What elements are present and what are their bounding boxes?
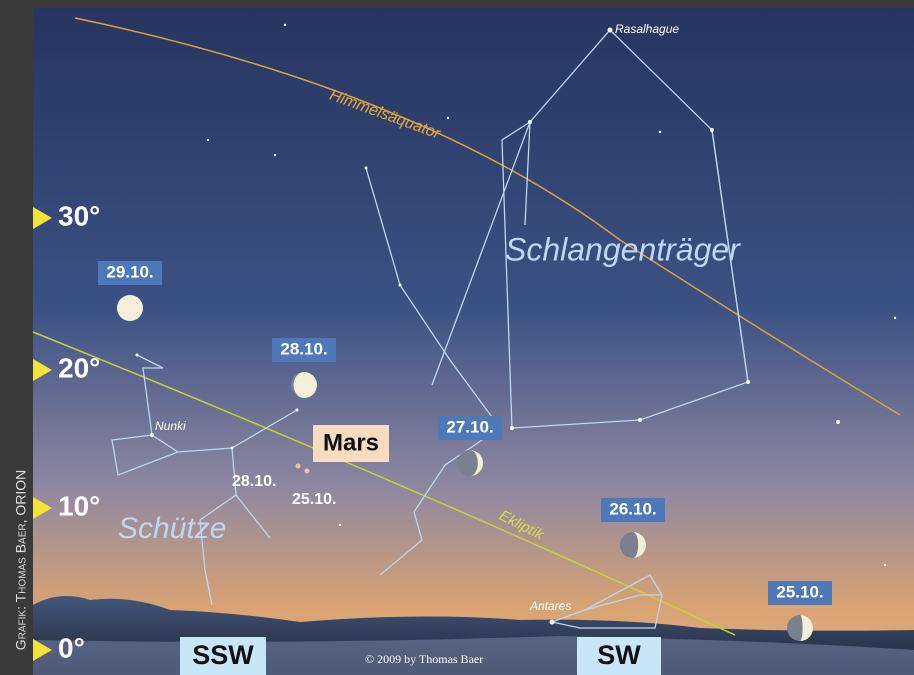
- star: [365, 167, 368, 170]
- altitude-label: 10°: [58, 490, 100, 521]
- star: [550, 620, 555, 625]
- constellation-label: Schlangenträger: [505, 231, 741, 267]
- star: [510, 426, 514, 430]
- star: [339, 524, 341, 526]
- star: [136, 354, 139, 357]
- star: [638, 418, 642, 422]
- moon-date: 26.10.: [609, 499, 656, 518]
- star: [150, 433, 154, 437]
- star-label: Rasalhague: [615, 22, 679, 36]
- star: [659, 131, 661, 133]
- direction-label: SSW: [192, 640, 254, 670]
- mars-date: 25.10.: [292, 491, 336, 508]
- star: [296, 409, 299, 412]
- direction-label: SW: [597, 640, 641, 670]
- star: [231, 447, 234, 450]
- altitude-label: 30°: [58, 200, 100, 231]
- copyright: © 2009 by Thomas Baer: [365, 652, 483, 666]
- star: [894, 317, 896, 319]
- star: [447, 117, 449, 119]
- credit: Grafik: Thomas Baer, ORION: [13, 470, 29, 651]
- altitude-label: 20°: [58, 352, 100, 383]
- star: [284, 24, 286, 26]
- star: [207, 139, 209, 141]
- star: [746, 380, 750, 384]
- star-label: Nunki: [155, 419, 186, 433]
- star: [528, 120, 532, 124]
- star: [274, 154, 276, 156]
- moon-date: 25.10.: [776, 582, 823, 601]
- star-label: Antares: [529, 599, 571, 613]
- star: [399, 284, 402, 287]
- star: [836, 420, 840, 424]
- mars-pos: [305, 469, 310, 474]
- moon-date: 28.10.: [280, 339, 327, 358]
- moon-lit: [117, 295, 143, 321]
- moon-date: 27.10.: [446, 417, 493, 436]
- constellation-label: Schütze: [118, 512, 226, 545]
- mars-date: 28.10.: [232, 473, 276, 490]
- moon-date: 29.10.: [106, 262, 153, 281]
- sky-chart: Himmelsäquator Ekliptik Rasalhague Nunki…: [0, 0, 914, 675]
- mars-pos: [296, 464, 301, 469]
- star: [608, 28, 613, 33]
- mars-label: Mars: [323, 429, 379, 456]
- star: [710, 128, 714, 132]
- altitude-label: 0°: [58, 632, 85, 663]
- star: [884, 564, 886, 566]
